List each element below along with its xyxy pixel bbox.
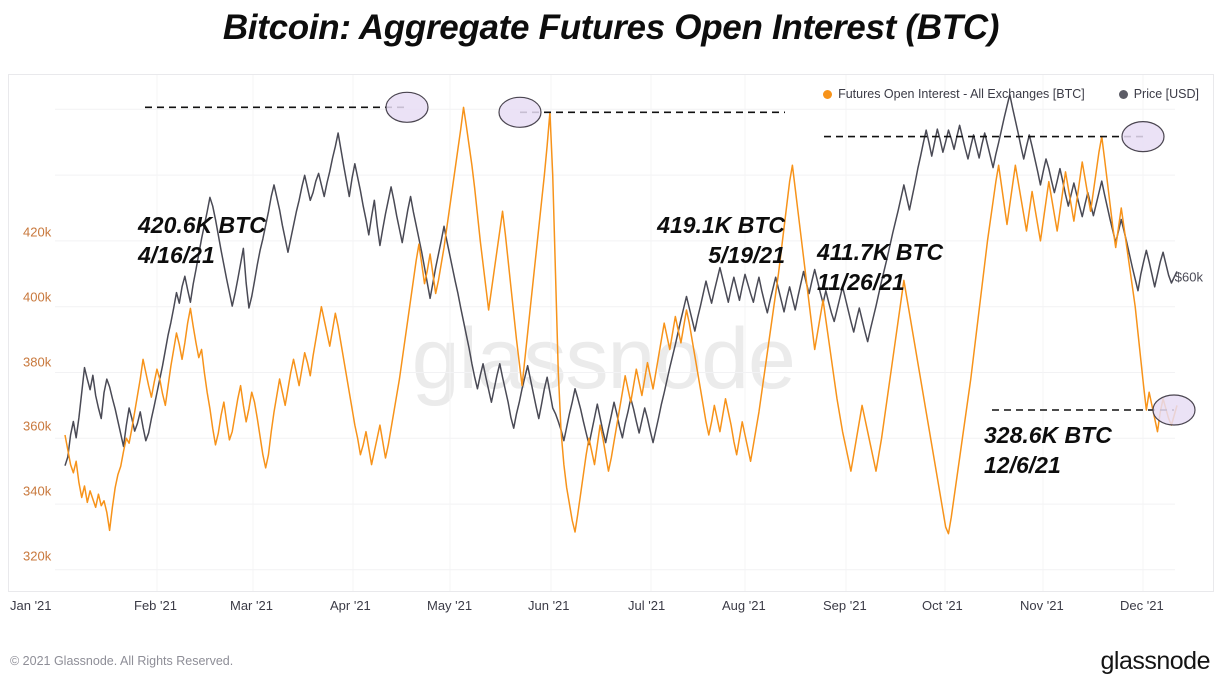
annotation-date: 5/19/21 — [708, 242, 785, 269]
chart-frame: glassnode Futures Open Interest - All Ex… — [8, 74, 1214, 592]
x-axis-label-mar: Mar '21 — [230, 598, 273, 613]
annotation-markers — [145, 91, 1196, 426]
price-series-line — [64, 93, 1178, 466]
open-interest-series-line — [64, 106, 1178, 535]
x-gridlines — [156, 75, 1144, 591]
x-axis-label-may: May '21 — [427, 598, 473, 613]
x-axis-label-feb: Feb '21 — [134, 598, 177, 613]
annotation-328-6k: 328.6K BTC 12/6/21 — [984, 420, 1112, 481]
y-axis-label-320k: 320k — [23, 548, 52, 564]
annotation-date: 12/6/21 — [984, 452, 1061, 479]
y-axis-label-380k: 380k — [23, 354, 52, 370]
annotation-date: 11/26/21 — [817, 269, 905, 296]
legend-item-price[interactable]: Price [USD] — [1118, 87, 1199, 101]
legend-label-open-interest: Futures Open Interest - All Exchanges [B… — [838, 87, 1085, 101]
footer-copyright: © 2021 Glassnode. All Rights Reserved. — [10, 654, 234, 668]
x-axis-label-oct: Oct '21 — [922, 598, 963, 613]
plot-area — [55, 75, 1196, 591]
y-axis-label-420k: 420k — [23, 224, 52, 240]
x-axis-label-nov: Nov '21 — [1020, 598, 1064, 613]
dot-icon — [823, 89, 833, 99]
annotation-411-7k: 411.7K BTC 11/26/21 — [817, 237, 943, 298]
y-axis-label-400k: 400k — [23, 289, 52, 305]
legend-item-open-interest[interactable]: Futures Open Interest - All Exchanges [B… — [823, 87, 1085, 101]
annotation-value: 328.6K BTC — [984, 422, 1112, 448]
x-axis-label-aug: Aug '21 — [722, 598, 766, 613]
chart-legend: Futures Open Interest - All Exchanges [B… — [823, 87, 1199, 101]
legend-label-price: Price [USD] — [1133, 87, 1199, 101]
annotation-420-6k: 420.6K BTC 4/16/21 — [138, 210, 266, 271]
annotation-419-1k: 419.1K BTC 5/19/21 — [529, 210, 785, 271]
y-axis-label-360k: 360k — [23, 418, 52, 434]
x-axis-label-sep: Sep '21 — [823, 598, 867, 613]
y-axis-label-340k: 340k — [23, 483, 52, 499]
y-axis-right-label-60k: $60k — [1174, 269, 1203, 285]
glassnode-logo: glassnode — [1100, 647, 1211, 675]
x-axis-label-jun: Jun '21 — [528, 598, 570, 613]
page-title: Bitcoin: Aggregate Futures Open Interest… — [222, 8, 1000, 47]
x-axis-label-dec: Dec '21 — [1120, 598, 1164, 613]
annotation-value: 411.7K BTC — [817, 239, 944, 265]
gridlines — [55, 108, 1175, 571]
x-axis-label-apr: Apr '21 — [330, 598, 371, 613]
annotation-value: 419.1K BTC — [657, 212, 785, 238]
x-axis-label-jul: Jul '21 — [628, 598, 666, 613]
annotation-value: 420.6K BTC — [138, 212, 266, 238]
dot-icon — [1118, 89, 1128, 99]
x-axis-label-jan: Jan '21 — [10, 598, 52, 613]
annotation-date: 4/16/21 — [138, 242, 215, 269]
